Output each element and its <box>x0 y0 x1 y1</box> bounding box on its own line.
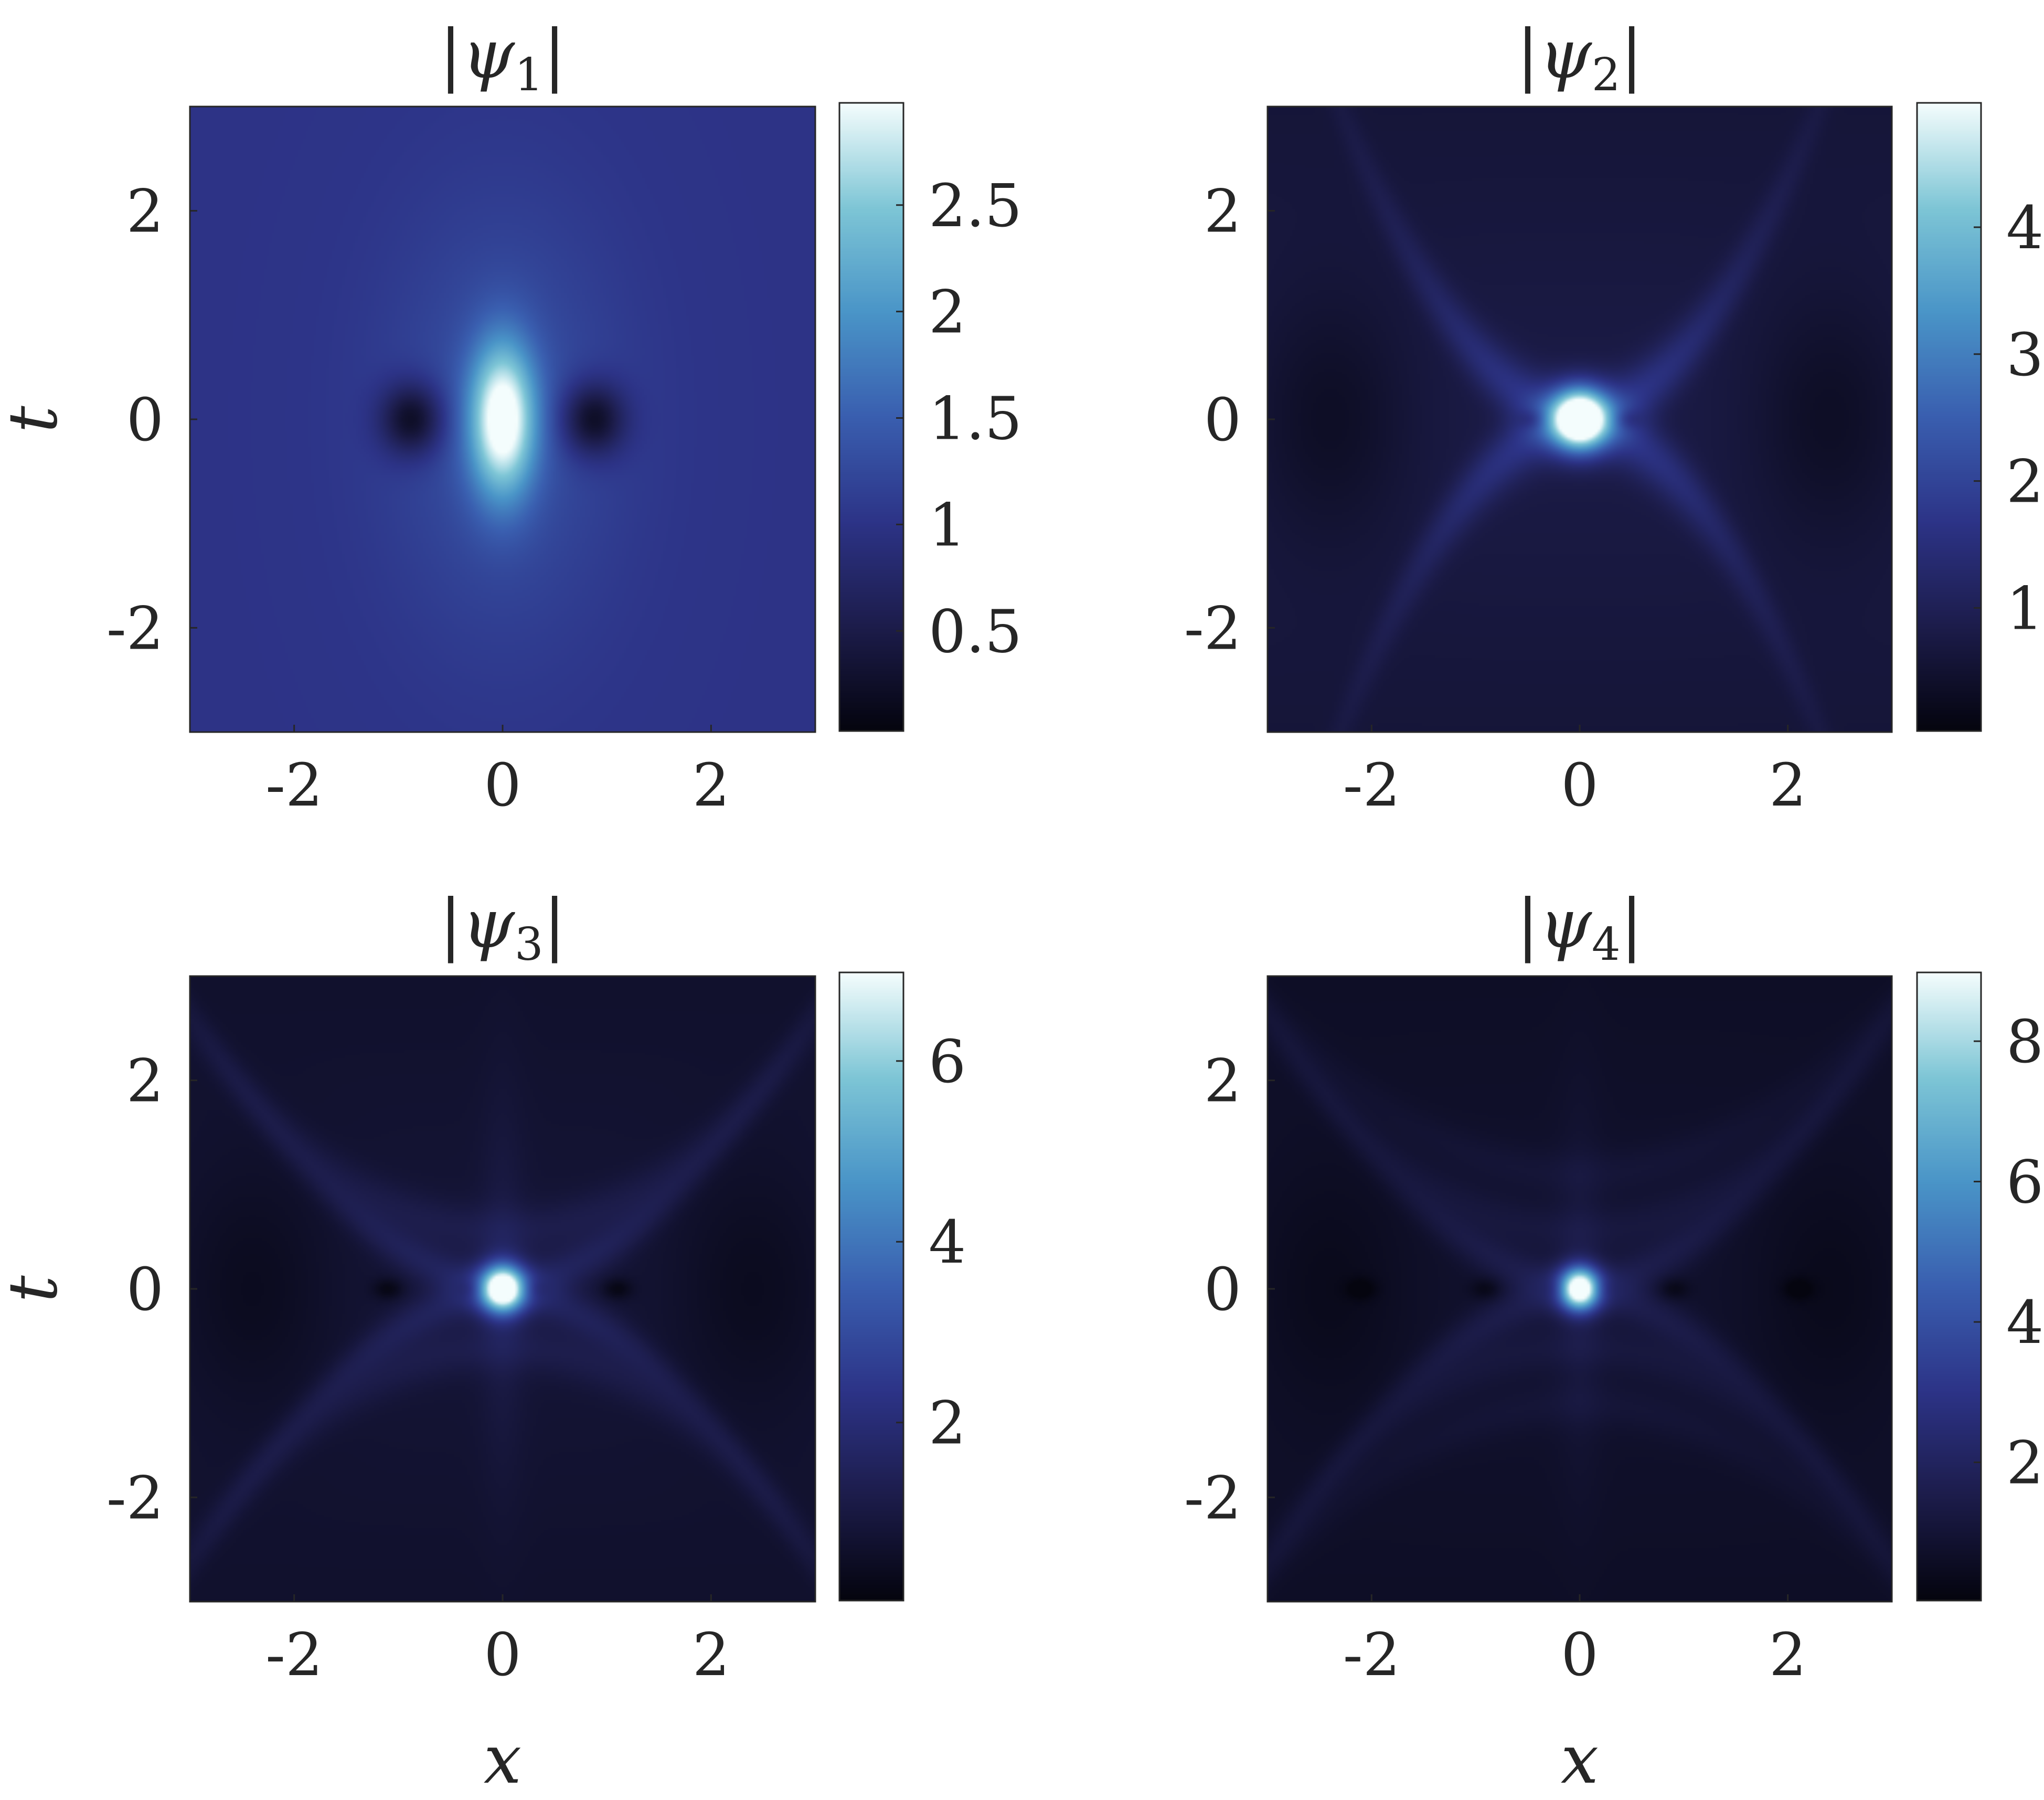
colorbar-tick-label: 2 <box>2006 1430 2043 1498</box>
colorbar-tick-label: 0.5 <box>929 598 1022 666</box>
x-tick-label: 2 <box>693 751 730 820</box>
colorbar-tick-label: 2.5 <box>929 172 1022 240</box>
panel-title: |ψ3| <box>439 885 566 971</box>
colorbar-tick-label: 1 <box>929 491 966 559</box>
y-tick-label: 0 <box>126 386 164 454</box>
y-axis-label: t <box>0 406 72 433</box>
y-tick-label: -2 <box>1184 1464 1241 1532</box>
colorbar-gradient <box>839 972 903 1601</box>
x-tick-label: -2 <box>1343 751 1400 820</box>
y-axis-label: t <box>0 1275 72 1303</box>
x-tick-label: 0 <box>484 1621 521 1689</box>
x-tick-label: 2 <box>1769 751 1806 820</box>
colorbar-frame <box>838 971 904 1602</box>
colorbar-tick-label: 2 <box>2006 448 2043 516</box>
y-tick-label: 2 <box>126 178 164 246</box>
x-axis-label: x <box>1561 1721 1599 1799</box>
heatmap-image <box>190 107 815 732</box>
panel-psi2: -2 0 2 -2 0 2 |ψ2| 1 2 3 4 <box>1184 16 2043 820</box>
panel-psi3: -2 0 2 -2 0 2 |ψ3| t x 2 4 6 <box>0 885 966 1799</box>
panel-title: |ψ2| <box>1516 16 1643 101</box>
colorbar-frame <box>1916 102 1982 732</box>
colorbar-tick-label: 6 <box>2006 1149 2043 1217</box>
panel-title: |ψ1| <box>439 16 566 101</box>
x-tick-label: 0 <box>1561 751 1598 820</box>
colorbar-tick-label: 4 <box>929 1209 966 1277</box>
x-axis-label: x <box>484 1721 521 1799</box>
y-tick-label: -2 <box>1184 595 1241 663</box>
x-tick-label: 0 <box>1561 1621 1598 1689</box>
x-tick-label: 2 <box>1769 1621 1806 1689</box>
colorbar-tick-label: 1.5 <box>929 385 1022 453</box>
colorbar-frame <box>1916 971 1982 1602</box>
colorbar-tick-label: 2 <box>929 279 966 347</box>
x-tick-label: -2 <box>1343 1621 1400 1689</box>
y-tick-label: -2 <box>107 595 164 663</box>
heatmap-image <box>190 976 815 1602</box>
y-tick-label: 2 <box>1204 178 1241 246</box>
colorbar-tick-label: 1 <box>2006 575 2043 643</box>
y-tick-label: 0 <box>1204 1256 1241 1324</box>
x-tick-label: -2 <box>265 1621 323 1689</box>
colorbar-frame <box>838 102 904 732</box>
y-tick-label: 2 <box>126 1047 164 1116</box>
y-tick-label: 2 <box>1204 1047 1241 1116</box>
colorbar-tick-label: 6 <box>929 1028 966 1096</box>
heatmap-image <box>1268 107 1892 732</box>
colorbar-tick-label: 2 <box>929 1390 966 1458</box>
y-tick-label: -2 <box>107 1464 164 1532</box>
colorbar-gradient <box>1917 103 1981 731</box>
colorbar-tick-label: 3 <box>2006 321 2043 389</box>
x-tick-label: 2 <box>693 1621 730 1689</box>
colorbar-gradient <box>839 103 903 731</box>
panel-psi4: -2 0 2 -2 0 2 |ψ4| x 2 4 6 8 <box>1184 885 2043 1799</box>
colorbar-tick-label: 8 <box>2006 1008 2043 1076</box>
panel-title: |ψ4| <box>1516 885 1643 971</box>
x-tick-label: 0 <box>484 751 521 820</box>
heatmap-image <box>1268 976 1892 1602</box>
x-tick-label: -2 <box>265 751 323 820</box>
colorbar-tick-label: 4 <box>2006 194 2043 262</box>
y-tick-label: 0 <box>1204 386 1241 454</box>
y-tick-label: 0 <box>126 1256 164 1324</box>
colorbar-gradient <box>1917 972 1981 1601</box>
panel-psi1: -2 0 2 -2 0 2 |ψ1| t 0.5 1 1.5 2 2.5 <box>0 16 1022 820</box>
colorbar-tick-label: 4 <box>2006 1289 2043 1357</box>
